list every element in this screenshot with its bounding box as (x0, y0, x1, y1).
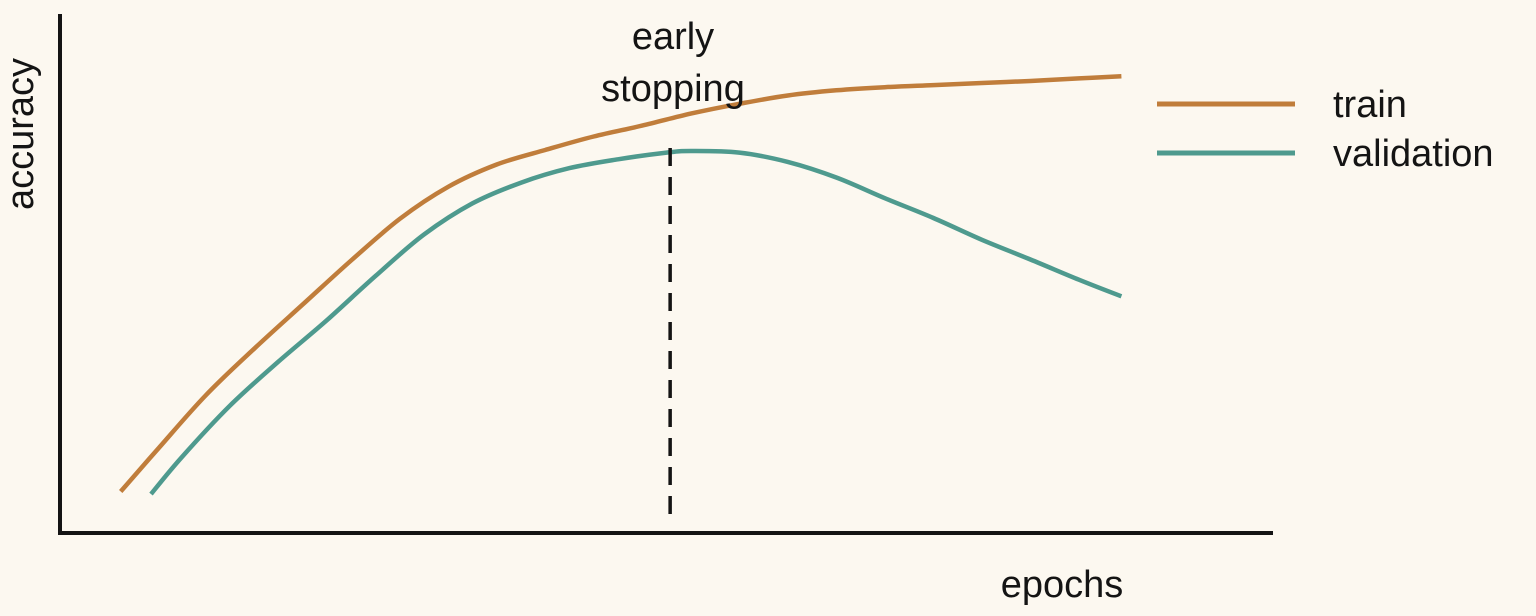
series-layer (119, 74, 1123, 496)
series-line-validation (149, 148, 1123, 496)
legend-label-validation: validation (1333, 133, 1494, 175)
legend: train validation (1157, 84, 1494, 175)
legend-label-train: train (1333, 84, 1407, 126)
x-axis-label: epochs (1001, 564, 1124, 606)
early-stopping-label-line-1: early (632, 16, 714, 58)
early-stopping-label-line-2: stopping (601, 68, 745, 110)
y-axis-label: accuracy (0, 58, 42, 210)
series-line-train (119, 74, 1122, 493)
